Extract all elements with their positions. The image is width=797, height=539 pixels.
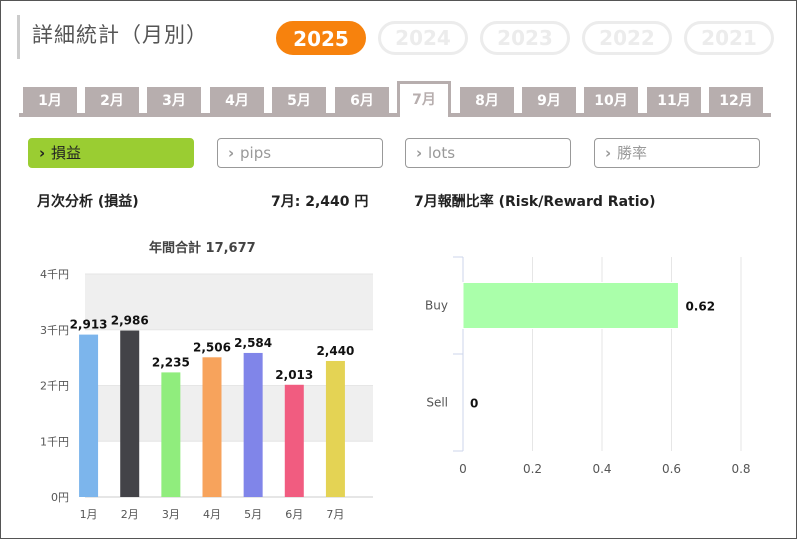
tab-month-3[interactable]: 3月 [147, 87, 201, 115]
x-tick-label: 0.8 [731, 462, 750, 476]
metric-winrate-button[interactable]: › 勝率 [594, 138, 760, 168]
x-tick-label: 2月 [121, 508, 139, 521]
data-label: 2,913 [70, 318, 108, 332]
grid-band [85, 274, 373, 330]
y-category-label: Buy [425, 299, 448, 313]
bar [202, 357, 222, 497]
metric-lots-label: lots [428, 144, 456, 162]
data-label: 2,986 [111, 314, 149, 328]
monthly-analysis-heading: 月次分析 (損益) [37, 194, 139, 210]
year-2025-button[interactable]: 2025 [276, 21, 366, 55]
y-tick-label: 1千円 [40, 435, 69, 448]
month-tabs-baseline [19, 113, 771, 117]
year-2021-button[interactable]: 2021 [684, 21, 774, 55]
chevron-right-icon: › [416, 144, 423, 162]
monthly-profit-chart: 0円 1千円 2千円 3千円 4千円 2,913 1月 2,986 2月 2,235 3月 2,506… [40, 268, 373, 521]
data-label: 0.62 [685, 300, 715, 314]
y-tick-label: 3千円 [40, 324, 69, 337]
metric-pips-button[interactable]: › pips [217, 138, 383, 168]
tab-month-4[interactable]: 4月 [210, 87, 264, 115]
year-2024-button[interactable]: 2024 [378, 21, 468, 55]
tab-month-5[interactable]: 5月 [272, 87, 326, 115]
annual-total: 年間合計 17,677 [149, 241, 256, 256]
data-label: 2,584 [234, 336, 272, 350]
month-tabs: 1月 2月 3月 4月 5月 6月 7月 8月 9月 10月 11月 12月 [19, 81, 771, 117]
tab-month-11[interactable]: 11月 [647, 87, 701, 115]
y-category-label: Sell [426, 396, 448, 410]
bar [243, 352, 263, 497]
bar [462, 282, 679, 329]
page-title: 詳細統計（月別） [32, 23, 208, 47]
x-tick-label: 1月 [80, 508, 98, 521]
data-label: 2,506 [193, 340, 231, 354]
bar [284, 384, 304, 497]
y-tick-label: 0円 [51, 491, 69, 504]
y-tick-label: 4千円 [40, 268, 69, 281]
chevron-right-icon: › [228, 144, 235, 162]
year-2023-button[interactable]: 2023 [480, 21, 570, 55]
tab-month-1[interactable]: 1月 [23, 87, 77, 115]
x-tick-label: 5月 [244, 508, 262, 521]
title-block: 詳細統計（月別） [17, 15, 208, 59]
year-selector: 2025 2024 2023 2022 2021 [276, 21, 774, 55]
bar [325, 360, 345, 497]
metric-profit-button[interactable]: › 損益 [28, 138, 194, 168]
metric-pips-label: pips [240, 144, 272, 162]
x-tick-label: 0.4 [592, 462, 611, 476]
metric-profit-label: 損益 [51, 144, 82, 162]
data-label: 2,013 [275, 368, 313, 382]
selected-month-value: 7月: 2,440 円 [271, 194, 369, 210]
x-tick-label: 4月 [203, 508, 221, 521]
tab-month-8[interactable]: 8月 [460, 87, 514, 115]
x-tick-label: 0.6 [662, 462, 681, 476]
x-tick-label: 3月 [162, 508, 180, 521]
x-tick-label: 0.2 [523, 462, 542, 476]
bar [120, 330, 140, 497]
data-label: 2,235 [152, 355, 190, 369]
metric-lots-button[interactable]: › lots [405, 138, 571, 168]
chevron-right-icon: › [39, 144, 46, 162]
risk-reward-heading: 7月報酬比率 (Risk/Reward Ratio) [414, 194, 656, 210]
data-label: 2,440 [316, 344, 354, 358]
risk-reward-chart: 0 0.2 0.4 0.6 0.8 0.62 Buy 0 Sell [425, 256, 751, 476]
tab-month-6[interactable]: 6月 [335, 87, 389, 115]
tab-month-7[interactable]: 7月 [397, 81, 451, 117]
tab-month-2[interactable]: 2月 [85, 87, 139, 115]
tab-month-9[interactable]: 9月 [522, 87, 576, 115]
tab-month-12[interactable]: 12月 [709, 87, 763, 115]
y-tick-label: 2千円 [40, 380, 69, 393]
bar [79, 334, 99, 497]
year-2022-button[interactable]: 2022 [582, 21, 672, 55]
chevron-right-icon: › [605, 144, 612, 162]
metric-winrate-label: 勝率 [617, 144, 648, 162]
x-tick-label: 6月 [285, 508, 303, 521]
x-tick-label: 0 [459, 462, 467, 476]
data-label: 0 [470, 397, 478, 411]
bar [161, 372, 181, 497]
tab-month-10[interactable]: 10月 [584, 87, 638, 115]
x-tick-label: 7月 [326, 508, 344, 521]
